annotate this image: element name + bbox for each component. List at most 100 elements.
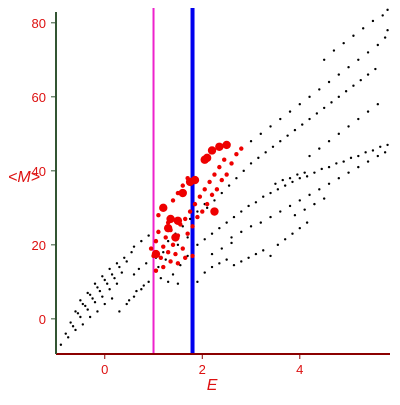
point-series-1 xyxy=(269,125,272,128)
point-series-1 xyxy=(308,117,311,121)
point-series-1 xyxy=(86,291,89,295)
point-series-1 xyxy=(371,149,375,152)
point-series-1 xyxy=(264,151,267,154)
x-axis-label: E xyxy=(207,377,218,394)
point-series-2 xyxy=(170,198,176,203)
point-series-1 xyxy=(164,258,167,261)
point-series-1 xyxy=(359,78,362,82)
point-series-2 xyxy=(217,164,222,170)
point-series-1 xyxy=(286,134,289,137)
point-series-1 xyxy=(132,295,136,298)
point-series-1 xyxy=(249,162,253,165)
point-series-1 xyxy=(118,310,121,313)
point-series-2 xyxy=(175,261,181,266)
point-series-3 xyxy=(210,207,219,216)
point-series-1 xyxy=(101,295,104,298)
point-series-1 xyxy=(140,239,143,243)
point-series-1 xyxy=(357,154,360,158)
point-series-1 xyxy=(254,252,258,256)
point-series-1 xyxy=(240,210,243,213)
point-series-1 xyxy=(227,184,231,187)
point-series-2 xyxy=(222,157,227,162)
x-tick-label: 4 xyxy=(296,362,303,377)
point-series-1 xyxy=(230,241,233,245)
point-series-3 xyxy=(178,188,187,198)
point-series-2 xyxy=(180,183,185,188)
y-tick-label: 40 xyxy=(32,164,46,179)
point-series-1 xyxy=(313,171,316,174)
point-series-1 xyxy=(157,265,160,269)
point-series-1 xyxy=(269,215,272,219)
point-series-1 xyxy=(293,214,297,217)
point-series-1 xyxy=(262,249,265,252)
point-series-1 xyxy=(203,271,206,274)
point-series-2 xyxy=(156,229,161,235)
point-series-1 xyxy=(186,236,189,239)
point-series-1 xyxy=(225,221,228,224)
axes xyxy=(55,12,390,355)
point-series-1 xyxy=(76,312,80,315)
point-series-2 xyxy=(185,231,190,236)
x-tick-label: 2 xyxy=(199,362,206,377)
point-series-1 xyxy=(327,140,331,143)
point-series-2 xyxy=(180,246,185,251)
point-series-1 xyxy=(88,315,92,319)
point-series-2 xyxy=(187,209,193,214)
point-series-1 xyxy=(81,323,85,326)
point-series-1 xyxy=(288,204,292,208)
point-series-2 xyxy=(212,172,217,177)
point-series-1 xyxy=(66,336,70,339)
point-series-2 xyxy=(170,242,176,248)
point-series-1 xyxy=(342,160,345,163)
point-series-1 xyxy=(145,262,148,265)
point-series-1 xyxy=(147,280,150,284)
point-series-1 xyxy=(218,226,221,230)
point-series-1 xyxy=(366,160,370,163)
point-series-1 xyxy=(196,210,199,213)
point-series-1 xyxy=(88,293,92,296)
point-series-1 xyxy=(327,165,331,169)
point-series-1 xyxy=(71,325,75,328)
point-series-2 xyxy=(158,255,164,260)
point-series-1 xyxy=(327,80,331,84)
point-series-1 xyxy=(366,73,370,76)
point-series-1 xyxy=(79,315,82,319)
point-series-1 xyxy=(105,282,109,285)
point-series-1 xyxy=(196,243,199,247)
point-series-1 xyxy=(298,103,301,106)
point-series-3 xyxy=(171,233,180,242)
point-series-1 xyxy=(279,140,282,143)
point-series-1 xyxy=(132,273,136,276)
point-series-1 xyxy=(305,221,309,224)
point-series-1 xyxy=(242,169,245,173)
point-series-3 xyxy=(215,142,224,151)
point-series-1 xyxy=(93,282,97,285)
point-series-1 xyxy=(347,171,350,174)
point-series-1 xyxy=(249,140,253,143)
point-series-1 xyxy=(196,280,199,284)
point-series-1 xyxy=(381,14,384,17)
point-series-2 xyxy=(219,177,224,183)
point-series-1 xyxy=(240,260,243,263)
point-series-1 xyxy=(247,204,250,208)
point-series-1 xyxy=(232,215,236,219)
point-series-2 xyxy=(192,201,198,207)
point-series-1 xyxy=(296,173,299,176)
point-series-2 xyxy=(195,214,200,220)
point-series-1 xyxy=(130,251,133,254)
x-tick-label: 0 xyxy=(101,362,108,377)
point-series-1 xyxy=(344,90,348,93)
point-series-1 xyxy=(386,29,389,32)
point-series-1 xyxy=(383,36,387,39)
point-series-2 xyxy=(207,179,212,185)
point-series-1 xyxy=(230,236,233,239)
point-series-1 xyxy=(132,245,136,248)
point-series-1 xyxy=(110,297,114,300)
point-series-1 xyxy=(357,165,360,169)
point-series-3 xyxy=(159,203,168,213)
point-series-1 xyxy=(259,132,262,136)
point-series-1 xyxy=(337,132,341,136)
point-series-1 xyxy=(349,156,353,160)
point-series-1 xyxy=(298,177,301,180)
